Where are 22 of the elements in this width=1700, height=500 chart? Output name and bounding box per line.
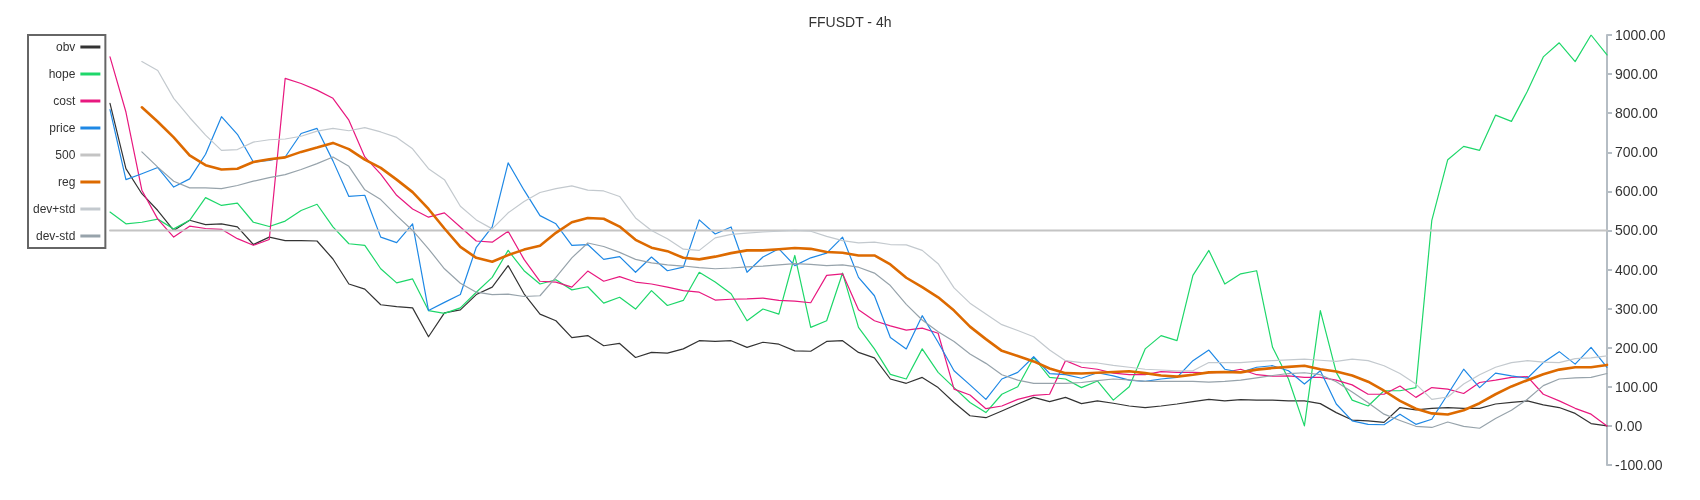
y-tick-label: 1000.00: [1615, 27, 1666, 43]
y-tick-label: 100.00: [1615, 378, 1659, 395]
legend-label: reg: [58, 175, 76, 189]
chart-title: FFUSDT - 4h: [808, 14, 892, 30]
y-tick-label: 700.00: [1615, 144, 1659, 161]
y-tick-label: 800.00: [1615, 105, 1659, 122]
y-tick-label: 200.00: [1615, 339, 1659, 356]
legend-label: cost: [53, 94, 77, 108]
legend-label: dev+std: [32, 202, 76, 216]
legend-label: hope: [48, 67, 76, 81]
legend-label: obv: [56, 40, 76, 54]
line-series: [141, 151, 1608, 429]
y-tick-label: -100.00: [1615, 457, 1663, 473]
y-tick-label: 500.00: [1615, 222, 1659, 239]
legend-label: dev-std: [36, 229, 76, 243]
y-tick-label: 300.00: [1615, 300, 1659, 317]
y-tick-label: 400.00: [1615, 261, 1659, 278]
y-tick-label: 600.00: [1615, 183, 1659, 200]
y-tick-label: 0.00: [1615, 417, 1643, 434]
legend-label: 500: [55, 148, 76, 162]
y-tick-label: 900.00: [1615, 66, 1659, 83]
legend-label: price: [49, 121, 76, 135]
